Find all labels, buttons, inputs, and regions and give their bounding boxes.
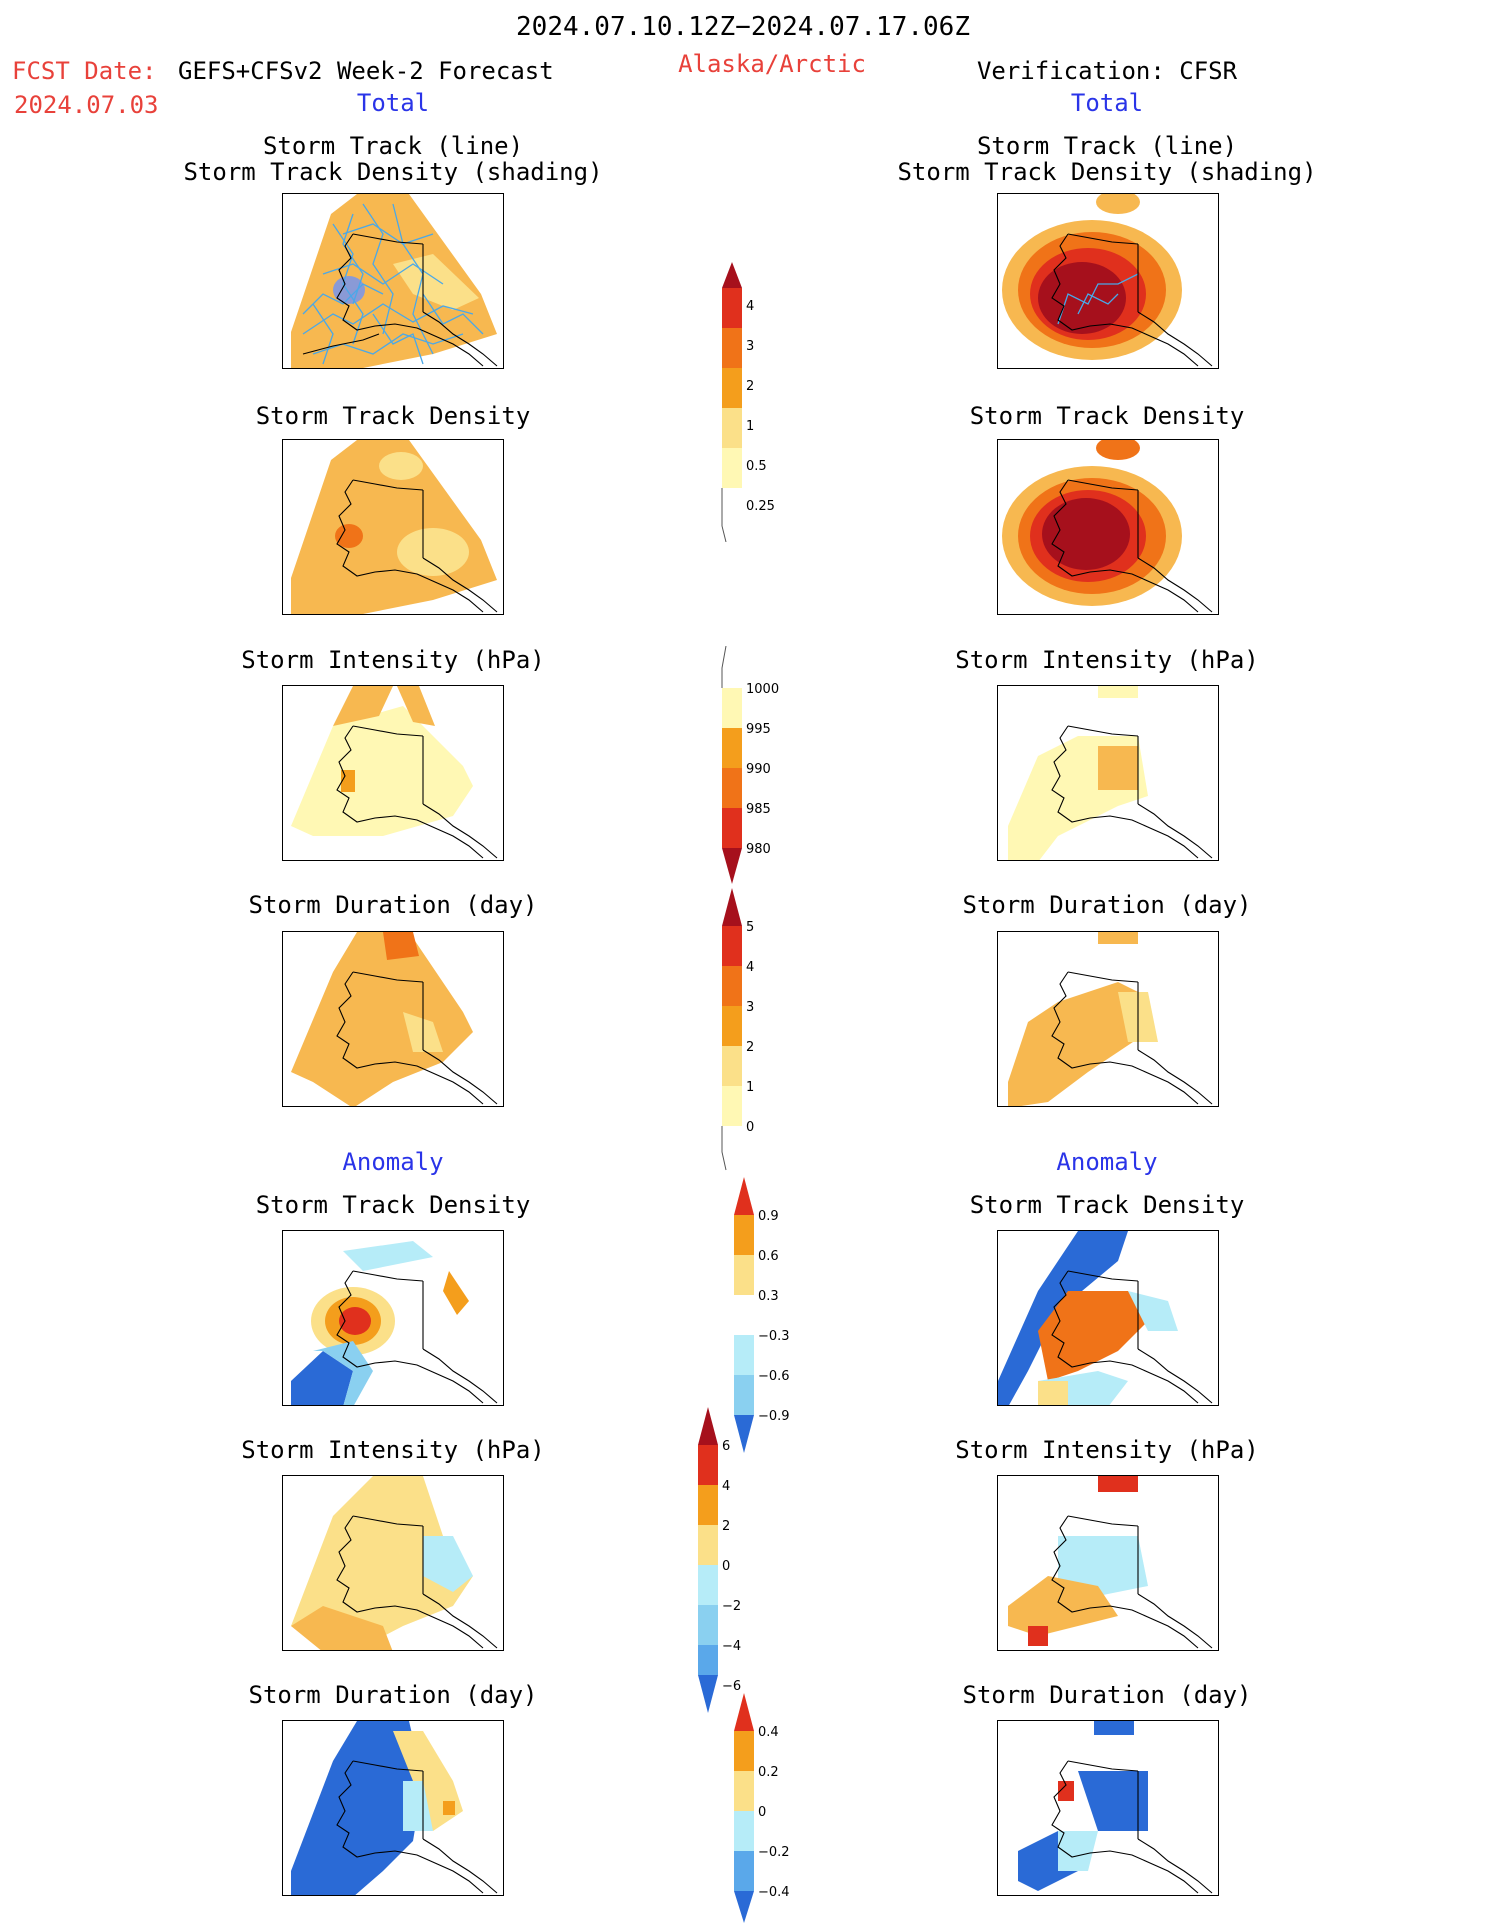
fcst-density-map xyxy=(282,439,504,615)
colorbar-label: 0.25 xyxy=(746,499,775,514)
fcst-track-line-title: Storm Track (line) xyxy=(262,132,524,160)
colorbar-label: −0.9 xyxy=(758,1409,790,1424)
verif-track-shading-title: Storm Track Density (shading) xyxy=(897,158,1317,186)
fcst-duration-title: Storm Duration (day) xyxy=(248,891,538,919)
verif-anomaly-heading: Anomaly xyxy=(1056,1148,1158,1176)
intensity-colorbar: 1000 995 990 985 980 xyxy=(718,645,788,890)
duration-colorbar: 5 4 3 2 1 0 xyxy=(718,888,788,1177)
fcst-duration-anom-title: Storm Duration (day) xyxy=(248,1681,538,1709)
colorbar-label: −0.3 xyxy=(758,1329,790,1344)
density-colorbar: 4 3 2 1 0.5 0.25 xyxy=(718,262,788,546)
colorbar-label: 3 xyxy=(746,1000,754,1015)
colorbar-label: 4 xyxy=(746,960,754,975)
colorbar-label: −6 xyxy=(722,1679,741,1694)
colorbar-label: 6 xyxy=(722,1439,730,1454)
colorbar-label: 0.5 xyxy=(746,459,767,474)
verif-duration-anom-map xyxy=(997,1720,1219,1896)
colorbar-label: −4 xyxy=(722,1639,741,1654)
colorbar-label: −2 xyxy=(722,1599,741,1614)
verif-duration-title: Storm Duration (day) xyxy=(962,891,1252,919)
verif-intensity-anom-map xyxy=(997,1475,1219,1651)
fcst-intensity-title: Storm Intensity (hPa) xyxy=(241,646,545,674)
region-label: Alaska/Arctic xyxy=(678,50,866,78)
fcst-intensity-anom-title: Storm Intensity (hPa) xyxy=(241,1436,545,1464)
verif-duration-anom-title: Storm Duration (day) xyxy=(962,1681,1252,1709)
fcst-intensity-map xyxy=(282,685,504,861)
colorbar-label: 4 xyxy=(746,299,754,314)
fcst-track-map xyxy=(282,193,504,369)
period-title: 2024.07.10.12Z−2024.07.17.06Z xyxy=(516,12,970,42)
colorbar-label: 0.3 xyxy=(758,1289,779,1304)
verif-intensity-title: Storm Intensity (hPa) xyxy=(955,646,1259,674)
colorbar-label: 2 xyxy=(746,379,754,394)
colorbar-label: −0.2 xyxy=(758,1845,790,1860)
verif-density-map xyxy=(997,439,1219,615)
verif-density-title: Storm Track Density xyxy=(969,402,1245,430)
colorbar-label: 1 xyxy=(746,419,754,434)
fcst-density-anom-title: Storm Track Density xyxy=(255,1191,531,1219)
colorbar-label: 0.9 xyxy=(758,1209,779,1224)
density-anom-colorbar: 0.9 0.6 0.3 −0.3 −0.6 −0.9 xyxy=(730,1177,800,1461)
fcst-anomaly-heading: Anomaly xyxy=(342,1148,444,1176)
colorbar-label: 3 xyxy=(746,339,754,354)
colorbar-label: 1 xyxy=(746,1080,754,1095)
colorbar-label: −0.4 xyxy=(758,1885,790,1900)
colorbar-label: −0.6 xyxy=(758,1369,790,1384)
fcst-density-title: Storm Track Density xyxy=(255,402,531,430)
colorbar-label: 0 xyxy=(722,1559,730,1574)
verif-intensity-map xyxy=(997,685,1219,861)
duration-anom-colorbar: 0.4 0.2 0 −0.2 −0.4 xyxy=(730,1693,800,1929)
verif-track-line-title: Storm Track (line) xyxy=(976,132,1238,160)
verif-intensity-anom-title: Storm Intensity (hPa) xyxy=(955,1436,1259,1464)
colorbar-label: 2 xyxy=(746,1040,754,1055)
colorbar-label: 0.6 xyxy=(758,1249,779,1264)
colorbar-label: 4 xyxy=(722,1479,730,1494)
fcst-intensity-anom-map xyxy=(282,1475,504,1651)
colorbar-label: 0.2 xyxy=(758,1765,779,1780)
verification-total-heading: Total xyxy=(1070,89,1144,117)
forecast-total-heading: Total xyxy=(356,89,430,117)
fcst-track-shading-title: Storm Track Density (shading) xyxy=(183,158,603,186)
colorbar-label: 0 xyxy=(746,1120,754,1135)
verif-track-map xyxy=(997,193,1219,369)
colorbar-label: 1000 xyxy=(746,682,779,697)
intensity-anom-colorbar: 6 4 2 0 −2 −4 −6 xyxy=(694,1407,764,1721)
fcst-duration-anom-map xyxy=(282,1720,504,1896)
fcst-date: 2024.07.03 xyxy=(14,91,159,119)
fcst-duration-map xyxy=(282,931,504,1107)
colorbar-label: 985 xyxy=(746,802,771,817)
colorbar-label: 0 xyxy=(758,1805,766,1820)
fcst-label: FCST Date: xyxy=(12,57,157,85)
colorbar-label: 5 xyxy=(746,920,754,935)
verif-duration-map xyxy=(997,931,1219,1107)
colorbar-label: 990 xyxy=(746,762,771,777)
fcst-density-anom-map xyxy=(282,1230,504,1406)
colorbar-label: 995 xyxy=(746,722,771,737)
verif-density-anom-map xyxy=(997,1230,1219,1406)
verif-density-anom-title: Storm Track Density xyxy=(969,1191,1245,1219)
colorbar-label: 0.4 xyxy=(758,1725,779,1740)
verification-label: Verification: CFSR xyxy=(976,57,1238,85)
colorbar-label: 2 xyxy=(722,1519,730,1534)
colorbar-label: 980 xyxy=(746,842,771,857)
model-label: GEFS+CFSv2 Week-2 Forecast xyxy=(178,57,554,85)
